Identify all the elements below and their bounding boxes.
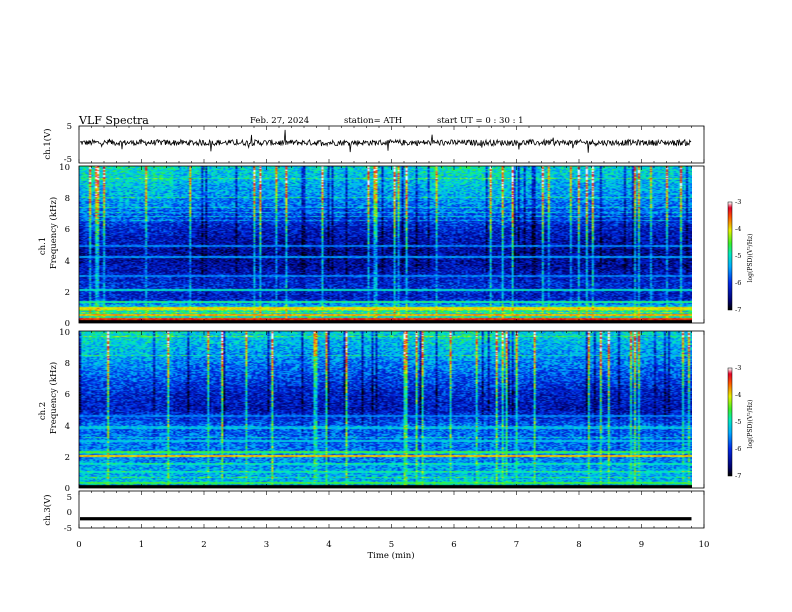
time-tick-label: 5 (389, 540, 394, 550)
ch2-freq-tick: 4 (65, 422, 70, 432)
ch3-ytick-top: 5 (67, 493, 72, 503)
ch1-frequency-ticks: 0 2 4 6 8 10 (59, 163, 70, 329)
ch2-spectrogram-panel: 0 2 4 6 8 10 ch.2 Frequency (kHz) (38, 328, 705, 494)
ch1-spectrogram-panel: 0 2 4 6 8 10 ch.1 Frequency (kHz) (38, 163, 705, 329)
ch3-ytick-bottom: -5 (64, 524, 72, 534)
ch1-waveform-ticks (78, 126, 705, 163)
time-tick-label: 7 (514, 540, 519, 550)
ch1-colorbar-gradient (728, 202, 732, 310)
ch1-ytick-bottom: -5 (64, 155, 72, 165)
time-tick-label: 4 (326, 540, 331, 550)
ch1-colorbar-tick: -6 (735, 279, 741, 287)
time-tick-label: 2 (201, 540, 206, 550)
time-tick-label: 3 (264, 540, 269, 550)
ch1-spectrogram-image (79, 166, 692, 323)
ch3-waveform-ticks (78, 491, 705, 528)
ch1-colorbar-tick: -4 (735, 225, 741, 233)
ch2-colorbar-label: log(PSD)(V²/Hz) (747, 400, 754, 449)
station-label: station= ATH (344, 116, 402, 126)
ch2-spectrogram-ticks (78, 331, 705, 488)
ch2-freq-tick: 2 (65, 453, 70, 463)
ch2-freq-tick: 10 (59, 328, 70, 338)
ch1-colorbar: -3 -4 -5 -6 -7 log(PSD)(V²/Hz) (727, 198, 754, 314)
ch1-waveform-panel: 5 -5 ch.1(V) (42, 122, 705, 165)
ch3-waveform-frame (78, 490, 705, 529)
ch1-waveform-trace (79, 129, 692, 153)
time-tick-label: 8 (576, 540, 581, 550)
ch1-colorbar-frame (727, 201, 733, 311)
ch1-freq-tick: 8 (65, 194, 70, 204)
ch1-colorbar-tick: -7 (735, 306, 741, 314)
start-time-label: start UT = 0 : 30 : 1 (437, 116, 524, 126)
ch2-freq-tick: 8 (65, 359, 70, 369)
ch1-waveform-ylabel: ch.1(V) (42, 128, 53, 159)
ch1-freq-tick: 4 (65, 257, 70, 267)
time-axis-label: Time (min) (367, 550, 414, 561)
time-tick-label: 6 (451, 540, 456, 550)
ch1-freq-tick: 6 (65, 225, 70, 235)
ch2-frequency-ticks: 0 2 4 6 8 10 (59, 328, 70, 494)
time-tick-label: 1 (139, 540, 144, 550)
ch2-frequency-label: Frequency (kHz) (48, 362, 59, 434)
ch2-colorbar-tick: -5 (735, 418, 741, 426)
ch2-spectrogram-image (79, 331, 692, 488)
time-tick-label: 9 (639, 540, 644, 550)
ch2-colorbar-tick: -4 (735, 391, 741, 399)
date-label: Feb. 27, 2024 (250, 116, 309, 126)
ch1-ytick-top: 5 (67, 122, 72, 132)
ch1-frequency-label: Frequency (kHz) (48, 197, 59, 269)
ch2-freq-tick: 6 (65, 390, 70, 400)
ch1-freq-tick: 10 (59, 163, 70, 173)
ch1-freq-tick: 2 (65, 288, 70, 298)
ch2-channel-label: ch.2 (38, 402, 48, 420)
ch1-waveform-frame (78, 125, 705, 164)
time-axis: 0 1 2 3 4 5 6 7 8 9 10 Time (min) (76, 540, 709, 561)
ch1-colorbar-label: log(PSD)(V²/Hz) (747, 234, 754, 283)
ch2-freq-tick: 0 (65, 484, 70, 494)
ch2-colorbar-gradient (728, 368, 732, 476)
ch3-waveform-ylabel: ch.3(V) (42, 494, 53, 525)
ch1-freq-tick: 0 (65, 319, 70, 329)
ch3-waveform-panel: 5 0 -5 ch.3(V) (42, 490, 705, 534)
ch1-colorbar-tick: -3 (735, 198, 741, 206)
figure-title: VLF Spectra (78, 114, 149, 127)
ch2-colorbar-tick: -3 (735, 364, 741, 372)
ch1-colorbar-tick: -5 (735, 252, 741, 260)
time-tick-label: 10 (699, 540, 710, 550)
ch2-colorbar-frame (727, 367, 733, 477)
ch1-channel-label: ch.1 (38, 237, 48, 255)
ch1-spectrogram-ticks (78, 166, 705, 323)
time-tick-label: 0 (76, 540, 81, 550)
ch2-colorbar-tick: -7 (735, 472, 741, 480)
ch3-ytick-middle: 0 (67, 508, 72, 518)
ch2-colorbar: -3 -4 -5 -6 -7 log(PSD)(V²/Hz) (727, 364, 754, 480)
ch2-colorbar-tick: -6 (735, 445, 741, 453)
